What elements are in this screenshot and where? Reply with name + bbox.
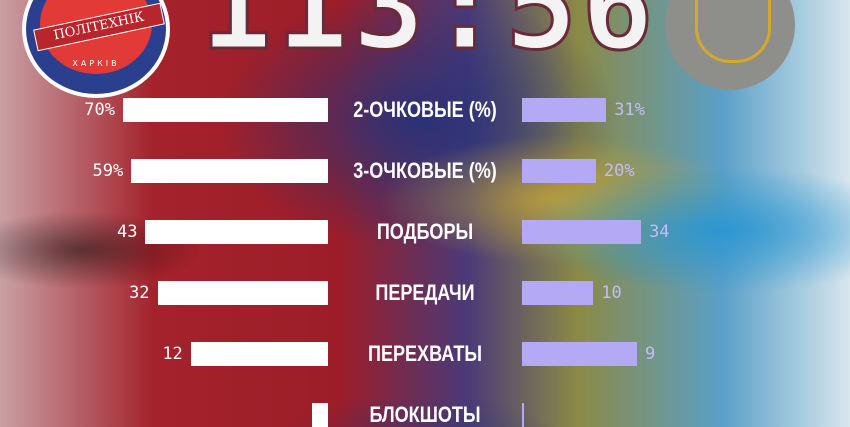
- score: 113:56: [198, 0, 658, 79]
- stat-row: ПЕРЕДАЧИ 32 10: [0, 281, 850, 305]
- stat-label: ПЕРЕДАЧИ: [375, 280, 475, 305]
- away-value: 9: [645, 344, 656, 364]
- home-bar: [123, 98, 328, 122]
- away-bar: [522, 403, 524, 427]
- stat-row: 3-ОЧКОВЫЕ (%) 59% 20%: [0, 159, 850, 183]
- away-team-logo: [665, 0, 795, 90]
- home-value: 59%: [92, 161, 124, 181]
- home-value: 32: [129, 283, 150, 303]
- stat-label: ПЕРЕХВАТЫ: [367, 341, 483, 366]
- home-value: 12: [162, 344, 183, 364]
- basket-net-icon: [695, 0, 771, 63]
- stat-label: ПОДБОРЫ: [376, 219, 474, 244]
- home-bar: [312, 403, 328, 427]
- away-value: 20%: [603, 161, 635, 181]
- stat-label: БЛОКШОТЫ: [369, 402, 481, 427]
- home-bar: [157, 281, 328, 305]
- stat-row: БЛОКШОТЫ: [0, 403, 850, 427]
- home-bar: [131, 159, 328, 183]
- stat-label: 3-ОЧКОВЫЕ (%): [353, 158, 497, 183]
- stat-row: 2-ОЧКОВЫЕ (%) 70% 31%: [0, 98, 850, 122]
- home-value: 43: [116, 222, 138, 242]
- home-team-logo: ПОЛІТЕХНІК ХАРКІВ: [22, 0, 170, 98]
- away-bar: [522, 220, 642, 244]
- home-logo-city: ХАРКІВ: [72, 59, 120, 68]
- home-bar: [145, 220, 328, 244]
- stat-row: ПОДБОРЫ 43 34: [0, 220, 850, 244]
- home-value: 70%: [84, 100, 115, 120]
- away-value: 34: [649, 222, 670, 242]
- away-value: 10: [601, 283, 622, 303]
- home-bar: [190, 342, 328, 366]
- away-bar: [522, 342, 637, 366]
- stat-row: ПЕРЕХВАТЫ 12 9: [0, 342, 850, 366]
- away-value: 31%: [614, 100, 645, 120]
- stat-label: 2-ОЧКОВЫЕ (%): [353, 97, 497, 122]
- away-bar: [522, 159, 596, 183]
- away-bar: [522, 98, 607, 122]
- away-bar: [522, 281, 594, 305]
